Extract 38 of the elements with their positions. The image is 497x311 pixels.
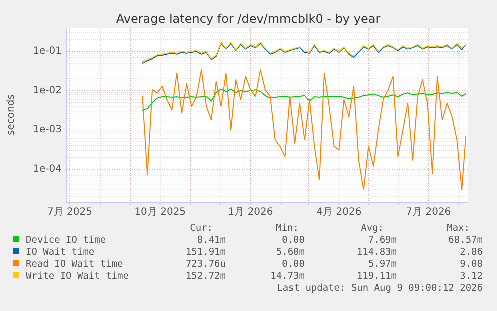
- text: 5.60m: [276, 247, 306, 258]
- x-tick-label: 10月 2025: [134, 207, 186, 218]
- text: 119.11m: [356, 271, 398, 282]
- text: 151.91m: [186, 247, 226, 258]
- text: Max:: [447, 223, 470, 234]
- y-tick-label: 1e-02: [33, 85, 62, 96]
- x-tick-label: 1月 2026: [228, 207, 274, 218]
- text: 2.86: [460, 247, 484, 258]
- legend-label: IO Wait time: [26, 247, 95, 258]
- text: 114.83m: [356, 247, 398, 258]
- y-tick-label: 1e-03: [33, 124, 62, 136]
- text: 3.12: [460, 271, 483, 282]
- text: 723.76u: [186, 259, 226, 270]
- text: Avg:: [361, 223, 384, 234]
- text: 0.00: [282, 235, 306, 246]
- x-tick-label: 4月 2026: [316, 207, 362, 218]
- text: 9.08: [460, 259, 484, 270]
- text: Min:: [276, 223, 299, 234]
- chart-title: Average latency for /dev/mmcblk0 - by year: [116, 12, 381, 26]
- y-tick-label: 1e-01: [33, 46, 62, 58]
- text: 152.72m: [186, 271, 226, 282]
- text: 7.69m: [368, 235, 398, 246]
- y-axis-title: seconds: [6, 94, 17, 136]
- text: 68.57m: [448, 235, 484, 246]
- text: Last update: Sun Aug 9 09:00:12 2026: [277, 283, 484, 294]
- text: 14.73m: [270, 271, 306, 282]
- x-tick-label: 7月 2025: [47, 207, 92, 218]
- line-series: [142, 70, 467, 190]
- y-tick-label: 1e-04: [33, 164, 62, 175]
- x-tick-label: 7月 2026: [406, 207, 452, 218]
- text: Cur:: [190, 223, 213, 234]
- legend-label: Write IO Wait time: [26, 271, 130, 282]
- legend-label: Device IO time: [26, 235, 106, 246]
- text: 8.41m: [197, 235, 226, 246]
- legend-label: Read IO Wait time: [26, 259, 124, 270]
- text: 5.97m: [368, 259, 398, 270]
- text: 0.00: [282, 259, 306, 270]
- line-series: [142, 88, 467, 111]
